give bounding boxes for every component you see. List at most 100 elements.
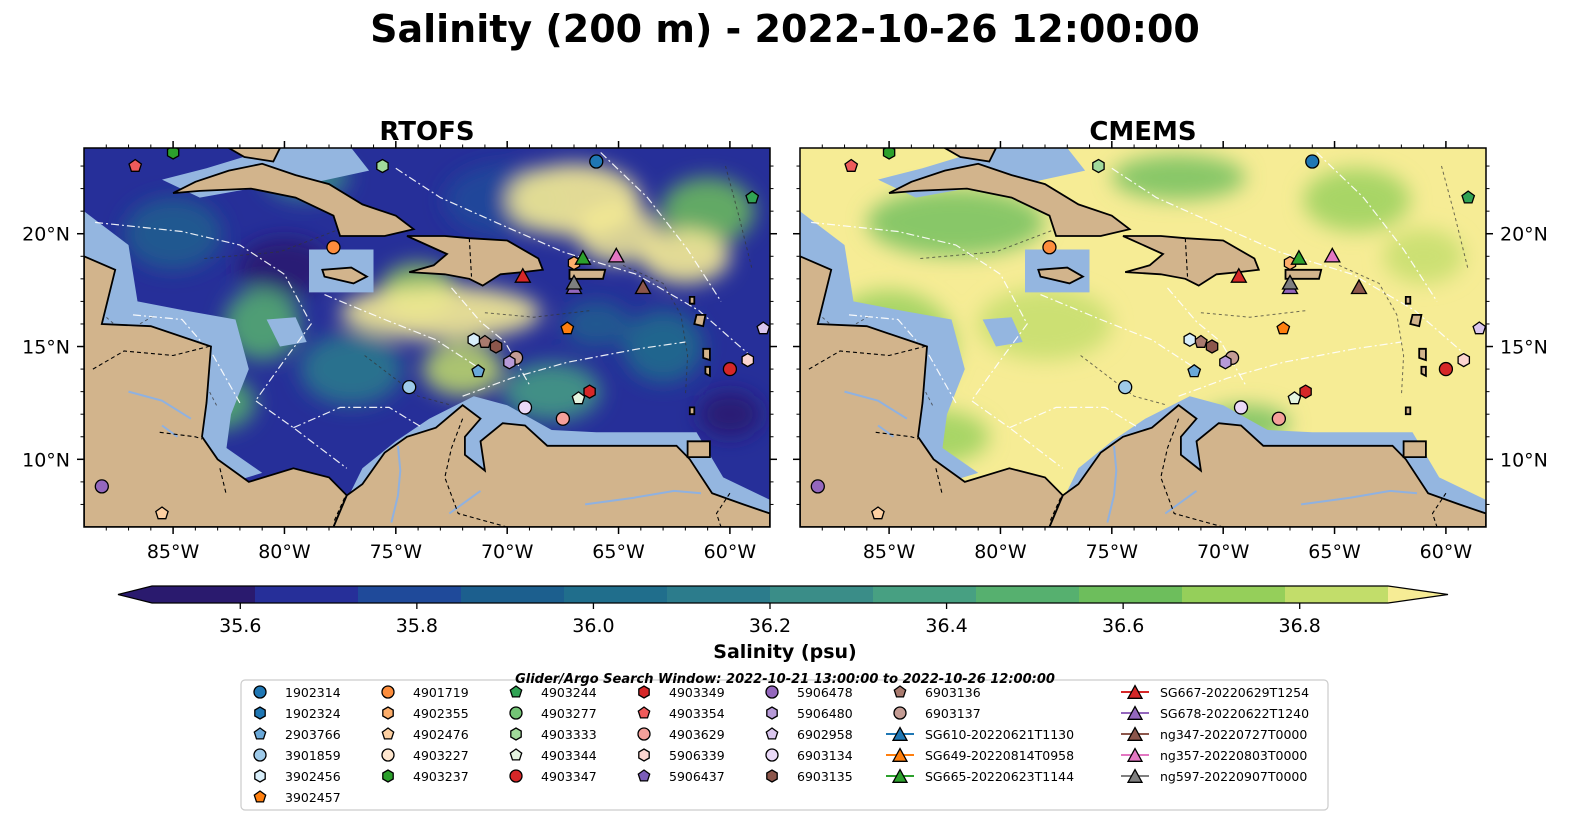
obs-marker-5906478 bbox=[94, 479, 109, 494]
obs-marker-5906480 bbox=[503, 355, 516, 370]
salinity-patch bbox=[1383, 229, 1464, 284]
bathymetry-contour bbox=[484, 309, 592, 318]
legend-marker-4903629 bbox=[637, 727, 651, 741]
legend-label: 4903277 bbox=[541, 706, 597, 721]
obs-marker-4903349 bbox=[583, 384, 596, 399]
obs-marker-1902314 bbox=[1305, 154, 1320, 169]
salinity-patch bbox=[623, 310, 704, 383]
river bbox=[128, 390, 192, 420]
legend-marker-6903136 bbox=[893, 685, 907, 698]
colorbar: 35.6 35.8 36.0 36.2 36.4 36.6 36.8 bbox=[117, 585, 1449, 637]
river bbox=[390, 445, 402, 523]
eez-boundary bbox=[1178, 341, 1402, 397]
search-window-text: Glider/Argo Search Window: 2022-10-21 13… bbox=[515, 672, 1055, 687]
legend-label: 4901719 bbox=[413, 685, 469, 700]
legend-marker-ng347-20220727T0000 bbox=[1126, 726, 1144, 741]
legend-label: 4902476 bbox=[413, 727, 469, 742]
salinity-patch bbox=[124, 197, 223, 270]
legend-marker-SG649-20220814T0958 bbox=[891, 747, 909, 762]
river bbox=[1164, 490, 1198, 515]
colorbar-tick-label: 36.6 bbox=[1102, 615, 1144, 637]
land-mass bbox=[1404, 406, 1412, 416]
legend-label: 6903135 bbox=[797, 769, 853, 784]
land-mass bbox=[406, 235, 545, 287]
obs-marker-3902456 bbox=[467, 332, 481, 348]
obs-marker-SG667-20220629T1254 bbox=[1230, 267, 1248, 283]
bathymetry-contour bbox=[1080, 355, 1168, 406]
legend-marker-4903277 bbox=[509, 706, 523, 720]
map-panels: RTOFS 85°W 80°W 75°W 70°W 65°W 60°W 20°N 15°N 10°… bbox=[22, 117, 1548, 563]
legend-label: 5906339 bbox=[669, 748, 725, 763]
obs-marker-ng357-20220803T0000 bbox=[1323, 247, 1341, 263]
legend-label: 4903244 bbox=[541, 685, 597, 700]
lon-label: 85°W bbox=[863, 541, 916, 563]
lat-label: 10°N bbox=[1500, 449, 1548, 471]
land-mass bbox=[693, 313, 707, 328]
country-border bbox=[219, 468, 228, 496]
land-mass bbox=[1284, 268, 1323, 280]
salinity-patch bbox=[300, 332, 403, 406]
obs-marker-4903354 bbox=[128, 158, 143, 172]
shelf-area bbox=[982, 317, 1023, 347]
colorbar-label: Salinity (psu) bbox=[713, 641, 856, 663]
lat-label: 20°N bbox=[1500, 224, 1548, 246]
obs-marker-ng597-20220907T0000 bbox=[1281, 274, 1299, 290]
obs-marker-4903347 bbox=[722, 361, 738, 377]
legend-label: 5906437 bbox=[669, 769, 725, 784]
legend-marker-3901859 bbox=[253, 748, 267, 762]
country-border bbox=[715, 492, 731, 527]
legend-label: ng357-20220803T0000 bbox=[1160, 748, 1307, 763]
lon-label: 80°W bbox=[258, 541, 311, 563]
legend-marker-4903344 bbox=[509, 748, 523, 761]
legend-marker-4903349 bbox=[638, 685, 650, 699]
legend-label: 4903344 bbox=[541, 748, 597, 763]
legend-label: 6902958 bbox=[797, 727, 853, 742]
legend-label: SG610-20220621T1130 bbox=[925, 727, 1074, 742]
salinity-patch bbox=[1111, 154, 1246, 200]
legend-marker-ng357-20220803T0000 bbox=[1126, 747, 1144, 762]
legend-marker-4903347 bbox=[509, 769, 523, 783]
eez-boundary bbox=[1009, 406, 1139, 429]
legend-label: 4902355 bbox=[413, 706, 469, 721]
legend-marker-4903333 bbox=[510, 727, 522, 741]
eez-boundary bbox=[848, 314, 957, 404]
colorbar-segment bbox=[1285, 586, 1389, 603]
obs-marker-5906339 bbox=[741, 352, 755, 368]
obs-marker-ng347-20220727T0000 bbox=[1350, 278, 1368, 295]
river bbox=[584, 489, 702, 506]
legend-marker-4902355 bbox=[382, 706, 394, 720]
colorbar-segment bbox=[667, 586, 771, 603]
obs-marker-1902314 bbox=[589, 154, 604, 169]
map-panel-cmems: CMEMS 85°W 80°W 75°W 70°W 65°W 60°W 20°N 15°N 10°… bbox=[793, 117, 1548, 563]
obs-marker-4903237 bbox=[166, 148, 180, 160]
colorbar-tick-label: 35.8 bbox=[396, 615, 438, 637]
obs-marker-SG667-20220629T1254 bbox=[514, 267, 532, 283]
map-body bbox=[84, 148, 770, 527]
legend-marker-SG667-20220629T1254 bbox=[1126, 684, 1144, 699]
land-mass bbox=[568, 268, 607, 280]
land-mass bbox=[332, 404, 770, 527]
legend-label: 6903136 bbox=[925, 685, 981, 700]
obs-marker-6902958 bbox=[756, 321, 770, 335]
legend-label: 4903237 bbox=[413, 769, 469, 784]
land-mass bbox=[1402, 440, 1427, 459]
colorbar-max-extension bbox=[1388, 586, 1448, 603]
country-border bbox=[875, 431, 919, 440]
colorbar-segment bbox=[1079, 586, 1183, 603]
obs-marker-SG665-20220623T1144 bbox=[574, 249, 592, 265]
eez-boundary bbox=[1111, 167, 1465, 354]
salinity-patch bbox=[660, 177, 755, 246]
obs-marker-4902476 bbox=[155, 506, 169, 520]
legend-marker-SG678-20220622T1240 bbox=[1126, 705, 1144, 720]
land-mass bbox=[702, 347, 711, 362]
legend-label: 1902324 bbox=[285, 706, 341, 721]
legend-label: 4903354 bbox=[669, 706, 725, 721]
river bbox=[877, 424, 895, 438]
eez-boundary bbox=[132, 314, 241, 404]
legend-marker-6902958 bbox=[765, 727, 779, 740]
legend-label: 5906480 bbox=[797, 706, 853, 721]
colorbar-segment bbox=[1182, 586, 1286, 603]
legend-label: 2903766 bbox=[285, 727, 341, 742]
river bbox=[161, 424, 179, 438]
